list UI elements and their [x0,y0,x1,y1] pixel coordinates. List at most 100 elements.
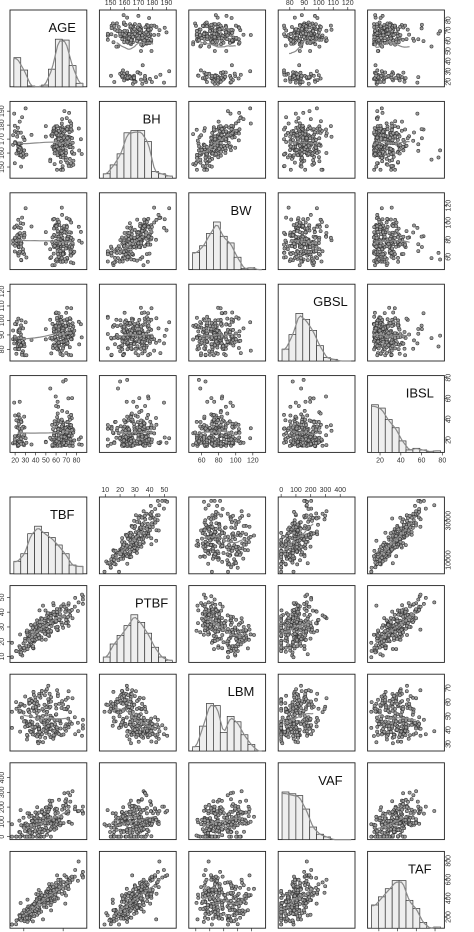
data-point [126,418,131,423]
data-point [137,410,142,415]
data-point [133,346,138,351]
data-point [55,315,59,320]
data-point [295,153,300,158]
data-point [391,131,396,136]
data-point [397,78,402,83]
data-point [381,129,386,134]
data-point [421,39,426,43]
data-point [59,151,64,155]
y-tick-label: 120 [445,200,452,212]
data-point [16,412,21,417]
data-point [13,413,17,418]
data-point [412,223,416,228]
y-tick-label: 60 [445,394,452,402]
data-point [311,396,316,401]
data-point [213,437,217,441]
data-point [164,440,169,445]
data-point [384,121,389,126]
data-point [248,106,253,111]
histogram-bar [391,427,400,453]
data-point [191,443,195,447]
data-point [112,80,117,84]
data-point [125,561,130,566]
data-point [122,256,127,261]
data-point [224,404,228,409]
data-point [62,440,66,445]
data-point [324,234,328,239]
data-point [294,119,299,124]
data-point [219,341,224,346]
data-point [229,317,234,322]
data-point [324,224,329,229]
data-point [191,337,195,342]
data-point [390,246,394,251]
data-point [230,135,235,140]
data-point [23,206,28,211]
y-tick-label: 120 [0,286,6,298]
data-point [138,440,142,445]
data-point [315,69,319,74]
data-point [232,557,236,562]
data-point [207,527,212,532]
data-point [293,160,297,165]
data-point [282,137,286,142]
data-point [304,24,308,29]
data-point [43,440,48,445]
data-point [65,420,70,424]
data-point [79,442,84,447]
data-point [392,235,397,240]
data-point [125,554,129,559]
data-point [202,423,207,427]
data-point [218,423,223,428]
x-tick-label: 20 [376,457,384,464]
data-point [128,221,132,226]
data-point [135,404,139,409]
data-point [403,353,407,358]
data-point [210,131,215,135]
data-point [380,156,384,160]
data-point [390,324,394,328]
data-point [231,404,235,408]
histogram-bar [41,532,49,575]
data-point [282,32,286,37]
data-point [288,38,293,43]
data-point [48,247,53,252]
data-point [152,205,156,210]
data-point [378,80,383,84]
histogram-bar [233,256,242,270]
data-point [112,441,117,445]
data-point [12,341,17,346]
data-point [224,14,229,18]
data-point [211,353,216,358]
data-point [228,41,232,45]
data-point [230,38,235,43]
data-point [288,167,293,172]
data-point [396,235,400,239]
panel-AGE-vs-BW [188,9,267,88]
data-point [70,136,74,141]
data-point [411,138,416,143]
data-point [60,213,64,217]
data-point [59,205,64,210]
data-point [65,136,70,140]
data-point [207,44,211,49]
data-point [392,23,397,28]
data-point [225,316,230,321]
data-point [72,151,77,156]
data-point [284,28,289,33]
data-point [311,420,316,424]
data-point [248,348,253,353]
y-tick-label: 50 [445,47,452,55]
data-point [219,396,224,401]
data-point [43,124,48,128]
data-point [279,531,284,535]
variable-label: IBSL [406,386,434,401]
data-point [248,33,253,37]
data-point [14,418,19,423]
data-point [213,13,218,17]
data-point [282,426,287,431]
data-point [318,411,323,416]
data-point [202,434,206,439]
data-point [17,422,21,426]
data-point [224,322,229,327]
